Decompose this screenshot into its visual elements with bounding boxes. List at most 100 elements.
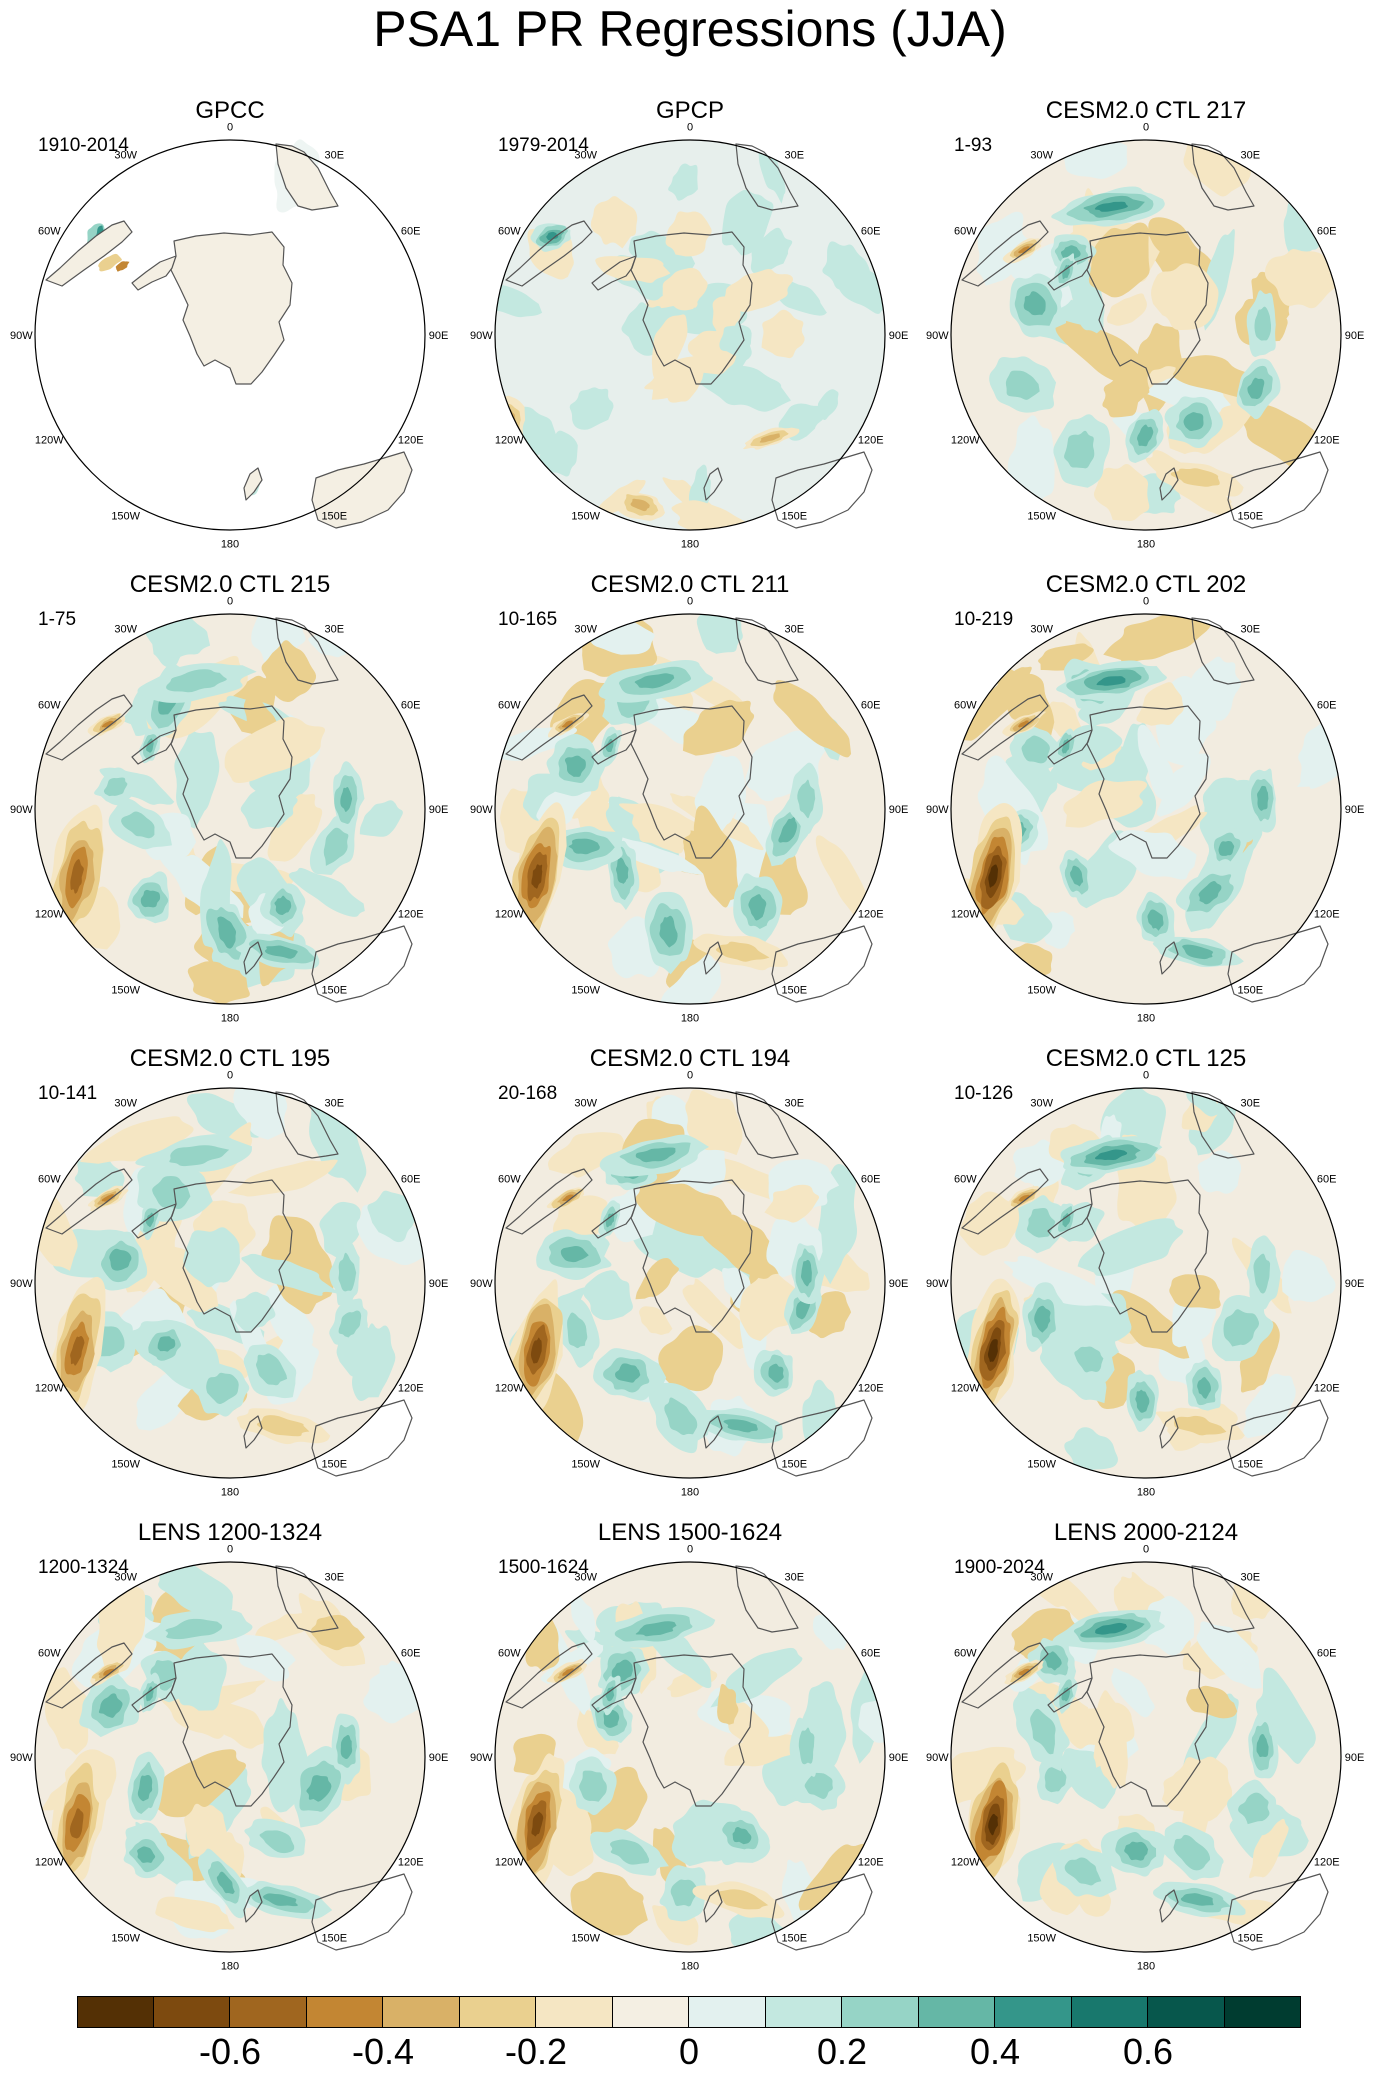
precip-anomaly (495, 277, 543, 318)
precip-anomaly (719, 324, 752, 356)
longitude-label: 180 (221, 1487, 239, 1499)
precip-anomaly (1044, 1651, 1062, 1671)
coastline (591, 1677, 637, 1713)
map-panel-cesm-211: 0 30E 60E 90E 120E 150E 180 150W 120W 90W 60W 30W C… (460, 474, 920, 1025)
longitude-label: 150E (1237, 1933, 1263, 1945)
longitude-label: 120W (951, 908, 980, 920)
precip-anomaly (157, 1336, 176, 1352)
longitude-label: 90E (889, 330, 909, 342)
precip-anomaly (616, 857, 629, 884)
precip-anomaly (1077, 1218, 1184, 1277)
longitude-label: 60E (401, 1174, 421, 1186)
precip-anomaly (35, 1181, 78, 1271)
longitude-label: 30W (1030, 149, 1053, 161)
precip-anomaly (671, 500, 759, 530)
longitude-label: 150W (571, 1459, 600, 1471)
coastline (275, 1091, 339, 1159)
panel-title: CESM2.0 CTL 211 (590, 571, 790, 598)
polar-map: 0 30E 60E 90E 120E 150E 180 150W 120W 90W 60W 30W (926, 595, 1364, 1024)
precip-anomaly (583, 1270, 633, 1321)
precip-anomaly (263, 1893, 298, 1907)
longitude-label: 150W (571, 985, 600, 997)
map-panel-lens-1500: 0 30E 60E 90E 120E 150E 180 150W 120W 90W 60W 30W L… (460, 1422, 920, 1973)
field-layer (951, 140, 1341, 530)
precip-anomaly (693, 805, 740, 908)
coastline (771, 1873, 873, 1951)
precip-anomaly (1136, 682, 1184, 726)
longitude-label: 30E (1241, 1571, 1261, 1583)
longitude-label: 60E (401, 700, 421, 712)
map-panel-cesm-195: 0 30E 60E 90E 120E 150E 180 150W 120W 90W 60W 30W C… (0, 948, 460, 1499)
precip-anomaly (748, 894, 767, 921)
precip-anomaly (759, 433, 780, 443)
longitude-label: 180 (681, 1013, 699, 1025)
coastline (45, 1642, 133, 1709)
precip-anomaly (1197, 1150, 1242, 1194)
longitude-label: 150E (781, 1933, 807, 1945)
longitude-label: 180 (1137, 539, 1155, 551)
precip-anomaly (70, 859, 84, 894)
precip-anomaly (288, 867, 365, 917)
precip-anomaly (44, 1667, 89, 1756)
longitude-label: 150E (1237, 985, 1263, 997)
precip-anomaly (1179, 656, 1242, 724)
coastline (1191, 617, 1255, 685)
coastline (1227, 1399, 1329, 1477)
colorbar-swatch (995, 1996, 1072, 2028)
precip-anomaly (210, 1698, 266, 1749)
longitude-label: 0 (687, 1069, 693, 1081)
precip-anomaly (651, 314, 688, 382)
map-boundary (950, 1087, 1342, 1479)
panel-title: CESM2.0 CTL 125 (1045, 1045, 1247, 1072)
precip-anomaly (216, 1871, 235, 1895)
coastline (630, 1653, 753, 1807)
coastline (1159, 1415, 1179, 1449)
coastline (170, 1179, 293, 1333)
map-panel-cesm-194: 0 30E 60E 90E 120E 150E 180 150W 120W 90W 60W 30W C… (460, 948, 920, 1499)
precip-anomaly (1249, 1818, 1289, 1879)
coastline (630, 231, 753, 385)
precip-anomaly (1062, 1212, 1071, 1228)
precip-anomaly (69, 1808, 84, 1839)
panel-title: LENS 2000-2124 (1053, 1519, 1239, 1546)
land-outlines (505, 1565, 873, 1951)
longitude-label: 60E (401, 226, 421, 238)
precip-anomaly (1044, 1766, 1067, 1793)
precip-anomaly (1063, 140, 1128, 179)
panel-period: 1900-2024 (954, 1557, 1045, 1578)
precip-anomaly (988, 864, 999, 888)
map-panel-cesm-125: 0 30E 60E 90E 120E 150E 180 150W 120W 90W 60W 30W C… (916, 948, 1376, 1499)
longitude-label: 0 (227, 1543, 233, 1555)
precip-anomaly (1239, 1320, 1280, 1393)
precip-anomaly (1257, 785, 1269, 811)
precip-anomaly (1095, 1622, 1128, 1635)
longitude-label: 120E (858, 908, 884, 920)
longitude-label: 0 (687, 595, 693, 607)
polar-map: 0 30E 60E 90E 120E 150E 180 150W 120W 90W 60W 30W (926, 1543, 1364, 1972)
precip-anomaly (530, 1337, 542, 1364)
precip-anomaly (340, 1734, 353, 1760)
map-boundary (494, 1561, 886, 1953)
precip-anomaly (1074, 1346, 1104, 1373)
precip-anomaly (1110, 1289, 1190, 1359)
map-panel-cesm-202: 0 30E 60E 90E 120E 150E 180 150W 120W 90W 60W 30W C… (916, 474, 1376, 1025)
precip-anomaly (570, 1871, 648, 1936)
longitude-label: 150E (781, 511, 807, 523)
precip-anomaly (1255, 1667, 1316, 1764)
coastline (1047, 255, 1093, 291)
precip-anomaly (359, 800, 403, 837)
longitude-label: 0 (227, 595, 233, 607)
longitude-label: 90W (10, 804, 33, 816)
longitude-label: 90W (470, 1752, 493, 1764)
coastline (275, 617, 339, 685)
precip-anomaly (224, 717, 326, 784)
precip-anomaly (1106, 293, 1147, 326)
precip-anomaly (547, 1132, 625, 1178)
coastline (1086, 1653, 1209, 1807)
coastline (131, 729, 177, 765)
panel-title: GPCP (655, 97, 724, 124)
precip-anomaly (670, 1879, 699, 1907)
polar-map: 0 30E 60E 90E 120E 150E 180 150W 120W 90W 60W 30W (10, 595, 448, 1024)
precip-anomaly (768, 1363, 784, 1383)
longitude-label: 150E (1237, 511, 1263, 523)
